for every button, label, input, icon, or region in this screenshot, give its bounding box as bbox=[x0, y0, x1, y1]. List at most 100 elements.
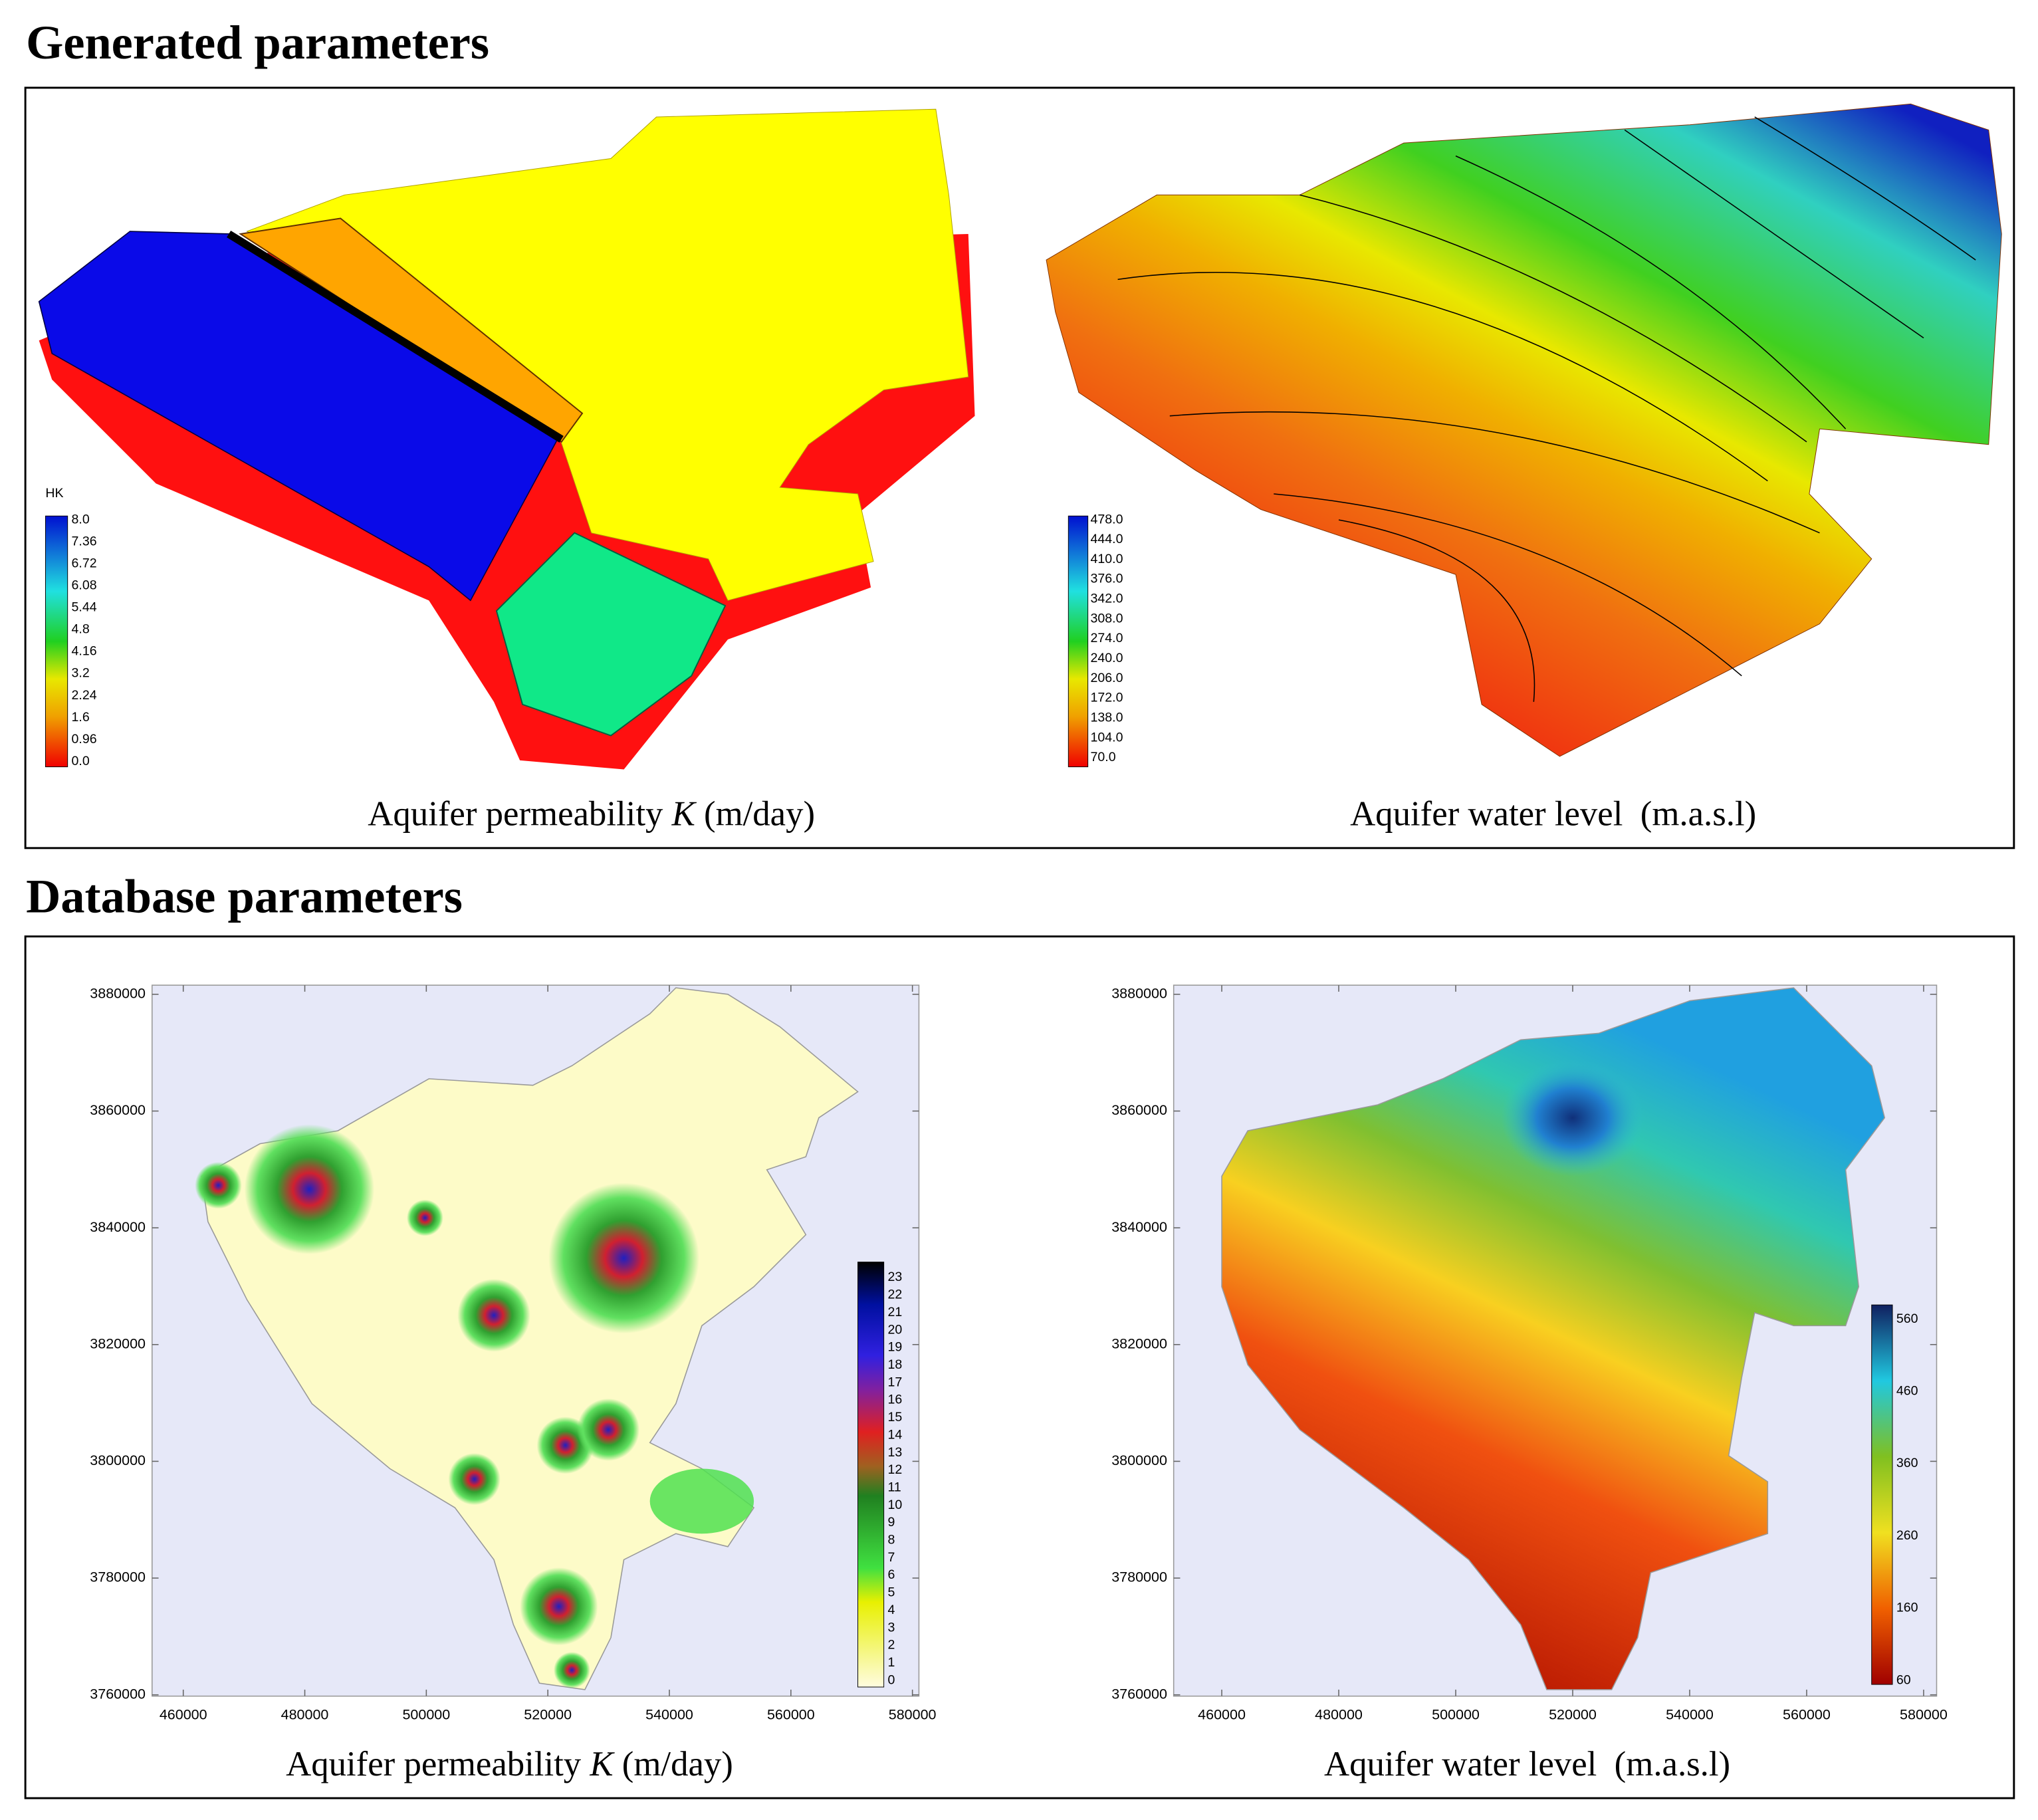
x-tick-label: 540000 bbox=[645, 1707, 693, 1723]
y-tick-label: 3840000 bbox=[1111, 1219, 1167, 1235]
legend-label: 3 bbox=[888, 1620, 895, 1635]
legend-label: 5 bbox=[888, 1585, 895, 1600]
legend-label: 560 bbox=[1896, 1311, 1918, 1326]
y-tick-label: 3780000 bbox=[1111, 1569, 1167, 1585]
legend-label: 0.0 bbox=[72, 754, 90, 768]
y-tick-label: 3880000 bbox=[1111, 985, 1167, 1001]
legend-label: 478.0 bbox=[1091, 512, 1123, 526]
legend-label: 22 bbox=[888, 1288, 903, 1302]
y-tick-label: 3780000 bbox=[90, 1569, 146, 1585]
y-tick-label: 3820000 bbox=[90, 1335, 146, 1351]
colorbar bbox=[45, 515, 68, 768]
x-tick-label: 500000 bbox=[402, 1707, 450, 1723]
caption: Aquifer permeability K (m/day) bbox=[286, 1745, 733, 1783]
legend-label: 2 bbox=[888, 1638, 895, 1652]
legend-label: 4.8 bbox=[72, 622, 90, 637]
legend-label: 410.0 bbox=[1091, 552, 1123, 566]
x-tick-label: 520000 bbox=[524, 1707, 572, 1723]
panel-frame bbox=[24, 935, 2015, 1799]
caption-part: Aquifer water level (m.a.s.l) bbox=[1350, 795, 1756, 834]
legend-label: 342.0 bbox=[1091, 592, 1123, 606]
caption-part: Aquifer permeability bbox=[368, 795, 671, 834]
legend-label: 5.44 bbox=[72, 600, 97, 615]
water-level-map bbox=[1046, 103, 2002, 757]
caption: Aquifer water level (m.a.s.l) bbox=[1324, 1745, 1730, 1783]
y-tick-label: 3800000 bbox=[1111, 1452, 1167, 1468]
x-tick-label: 460000 bbox=[1198, 1707, 1246, 1723]
water-level-map bbox=[1221, 987, 1886, 1690]
legend-label: 20 bbox=[888, 1322, 903, 1337]
legend-label: 444.0 bbox=[1091, 532, 1123, 546]
legend-label: 8 bbox=[888, 1533, 895, 1547]
x-tick-label: 540000 bbox=[1666, 1707, 1714, 1723]
legend-label: 6.08 bbox=[72, 578, 97, 592]
legend-label: 308.0 bbox=[1091, 611, 1123, 626]
legend-label: 8.0 bbox=[72, 512, 90, 526]
caption-part: K bbox=[589, 1745, 615, 1783]
legend-label: 4.16 bbox=[72, 644, 97, 659]
y-tick-label: 3860000 bbox=[1111, 1102, 1167, 1118]
legend-title: HK bbox=[45, 486, 63, 501]
legend-label: 11 bbox=[888, 1480, 901, 1494]
legend-label: 7.36 bbox=[72, 534, 97, 548]
section-title: Generated parameters bbox=[26, 16, 489, 69]
legend-label: 0.96 bbox=[72, 732, 97, 746]
y-tick-label: 3840000 bbox=[90, 1219, 146, 1235]
legend-label: 12 bbox=[888, 1462, 903, 1477]
legend-label: 19 bbox=[888, 1340, 903, 1355]
legend-label: 18 bbox=[888, 1357, 903, 1372]
x-tick-label: 580000 bbox=[1900, 1707, 1948, 1723]
x-tick-label: 520000 bbox=[1549, 1707, 1597, 1723]
y-tick-label: 3820000 bbox=[1111, 1335, 1167, 1351]
legend-label: 60 bbox=[1896, 1672, 1911, 1687]
legend-label: 104.0 bbox=[1091, 730, 1123, 744]
caption-part: Aquifer water level (m.a.s.l) bbox=[1324, 1745, 1730, 1783]
legend-label: 460 bbox=[1896, 1384, 1918, 1399]
legend-label: 240.0 bbox=[1091, 651, 1123, 665]
legend-label: 17 bbox=[888, 1375, 903, 1389]
legend-label: 360 bbox=[1896, 1456, 1918, 1470]
legend-label: 14 bbox=[888, 1427, 903, 1442]
legend-label: 21 bbox=[888, 1305, 903, 1319]
legend-label: 206.0 bbox=[1091, 671, 1123, 685]
caption-part: (m/day) bbox=[614, 1745, 733, 1783]
permeability-map bbox=[195, 987, 859, 1690]
x-tick-label: 480000 bbox=[281, 1707, 329, 1723]
y-tick-label: 3800000 bbox=[90, 1452, 146, 1468]
y-tick-label: 3760000 bbox=[90, 1686, 146, 1702]
legend-label: 172.0 bbox=[1091, 691, 1123, 705]
caption: Aquifer water level (m.a.s.l) bbox=[1350, 795, 1756, 834]
legend-label: 2.24 bbox=[72, 688, 97, 703]
legend-label: 13 bbox=[888, 1445, 903, 1460]
legend-label: 23 bbox=[888, 1270, 903, 1284]
legend-label: 9 bbox=[888, 1515, 895, 1530]
legend-label: 4 bbox=[888, 1603, 895, 1617]
legend-label: 6.72 bbox=[72, 556, 97, 570]
colorbar bbox=[857, 1262, 885, 1688]
caption-part: K bbox=[671, 795, 697, 834]
colorbar bbox=[1871, 1304, 1893, 1685]
x-tick-label: 560000 bbox=[1783, 1707, 1831, 1723]
y-tick-label: 3860000 bbox=[90, 1102, 146, 1118]
legend-label: 6 bbox=[888, 1567, 895, 1582]
legend-label: 70.0 bbox=[1091, 750, 1116, 764]
legend-label: 1.6 bbox=[72, 710, 90, 725]
caption: Aquifer permeability K (m/day) bbox=[368, 795, 815, 834]
x-tick-label: 500000 bbox=[1432, 1707, 1480, 1723]
legend-label: 10 bbox=[888, 1498, 903, 1512]
legend-label: 16 bbox=[888, 1393, 903, 1407]
x-tick-label: 480000 bbox=[1315, 1707, 1363, 1723]
y-tick-label: 3880000 bbox=[90, 985, 146, 1001]
caption-part: (m/day) bbox=[695, 795, 815, 834]
legend-label: 260 bbox=[1896, 1528, 1918, 1543]
legend-label: 274.0 bbox=[1091, 631, 1123, 645]
caption-part: Aquifer permeability bbox=[286, 1745, 590, 1783]
legend-label: 0 bbox=[888, 1672, 895, 1687]
panel-frame bbox=[24, 86, 2015, 850]
section-title: Database parameters bbox=[26, 870, 463, 923]
legend-label: 3.2 bbox=[72, 666, 90, 681]
legend-label: 138.0 bbox=[1091, 710, 1123, 725]
permeability-map bbox=[38, 108, 975, 770]
legend-label: 376.0 bbox=[1091, 572, 1123, 586]
